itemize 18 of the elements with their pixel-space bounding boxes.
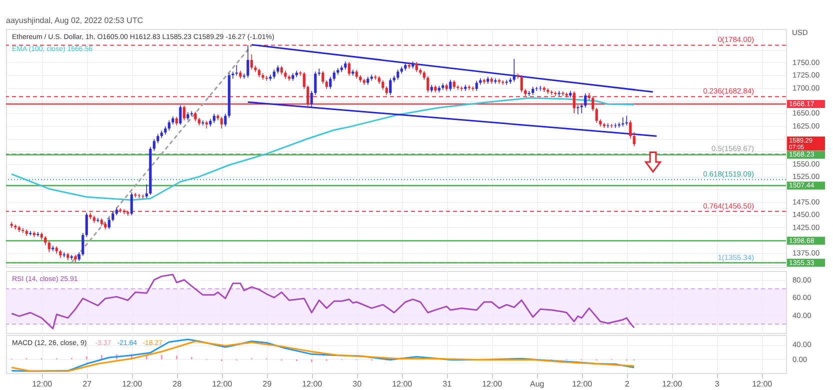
x-tick-label: 12:00 [302,380,323,388]
x-tick-label: 29 [262,380,272,388]
x-tick-label: 12:00 [572,380,593,388]
x-tick-label: 31 [442,380,452,388]
x-tick-label: 12:00 [32,380,53,388]
x-tick-label: 12:00 [122,380,143,388]
x-tick-label: 3 [714,380,720,388]
x-tick-label: 12:00 [662,380,683,388]
x-tick-label: 12:00 [752,380,773,388]
x-tick-label: 30 [352,380,362,388]
x-tick-label: 27 [82,380,92,388]
x-tick-label: 12:00 [482,380,503,388]
x-tick-label: 2 [624,380,630,388]
x-tick-label: Aug [530,380,544,388]
x-tick-label: 12:00 [212,380,233,388]
x-tick-label: 12:00 [392,380,413,388]
x-tick-label: 28 [172,380,182,388]
text: aayushjindal, Aug 02, 2022 02:53 UTC [6,16,144,25]
